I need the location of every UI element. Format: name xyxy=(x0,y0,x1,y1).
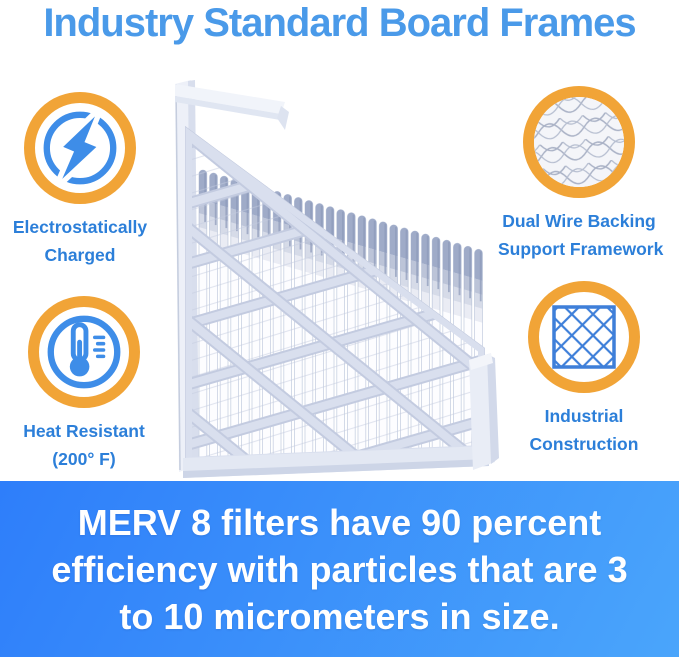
lightning-icon xyxy=(43,111,117,185)
banner-line: efficiency with particles that are 3 xyxy=(51,548,628,590)
feature-label-line: Support Framework xyxy=(498,239,664,259)
wire-mesh-icon xyxy=(534,97,624,187)
filter-frame-edge-line xyxy=(175,83,181,471)
filter-frame-end-cap-top xyxy=(469,353,493,370)
filter-frame-top-board xyxy=(175,84,285,114)
feature-label-line: Charged xyxy=(44,245,116,265)
orange-ring xyxy=(528,281,640,393)
feature-label-line: Heat Resistant xyxy=(23,421,145,441)
orange-ring xyxy=(523,86,635,198)
lattice-icon xyxy=(552,305,616,369)
feature-label-line: Electrostatically xyxy=(12,217,148,237)
banner-line: to 10 micrometers in size. xyxy=(119,595,560,637)
filter-frame-top-underside xyxy=(175,96,281,120)
banner-line: MERV 8 filters have 90 percent xyxy=(77,501,602,543)
feature-label-line: Dual Wire Backing xyxy=(502,211,656,231)
filter-frame-end-cap-side xyxy=(487,354,499,464)
feature-industrial: Industrial Construction xyxy=(504,281,664,458)
filter-frame-bottom-shadow xyxy=(183,459,489,478)
feature-heat-resistant: Heat Resistant (200° F) xyxy=(10,296,158,473)
thermometer-icon xyxy=(47,315,121,389)
air-filter-image xyxy=(175,80,499,478)
info-banner: MERV 8 filters have 90 percent efficienc… xyxy=(0,481,679,657)
orange-ring xyxy=(28,296,140,408)
feature-label-line: Industrial xyxy=(544,406,624,426)
filter-frame-top-fold xyxy=(277,106,289,130)
feature-label-line: Construction xyxy=(529,434,639,454)
feature-electrostatic: Electrostatically Charged xyxy=(6,92,154,269)
orange-ring xyxy=(24,92,136,204)
page-title: Industry Standard Board Frames xyxy=(43,1,636,45)
feature-wire-backing: Dual Wire Backing Support Framework xyxy=(498,86,664,263)
feature-label-line: (200° F) xyxy=(52,449,116,469)
